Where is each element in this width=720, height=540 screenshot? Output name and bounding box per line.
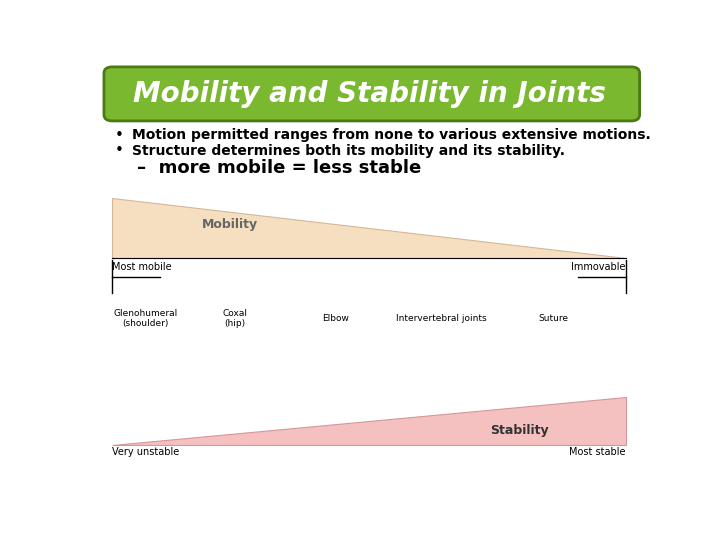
Text: Stability: Stability — [490, 424, 549, 437]
Text: Mobility: Mobility — [202, 218, 258, 231]
Text: Structure determines both its mobility and its stability.: Structure determines both its mobility a… — [132, 144, 565, 158]
Text: Suture: Suture — [538, 314, 568, 323]
Text: Immovable: Immovable — [571, 262, 626, 272]
Text: Very unstable: Very unstable — [112, 447, 179, 457]
Text: Motion permitted ranges from none to various extensive motions.: Motion permitted ranges from none to var… — [132, 129, 651, 143]
Text: Glenohumeral
(shoulder): Glenohumeral (shoulder) — [114, 309, 178, 328]
Text: Most mobile: Most mobile — [112, 262, 172, 272]
Text: Intervertebral joints: Intervertebral joints — [396, 314, 487, 323]
Text: •: • — [115, 128, 124, 143]
Text: Mobility and Stability in Joints: Mobility and Stability in Joints — [132, 80, 606, 108]
Polygon shape — [112, 198, 626, 258]
Text: Elbow: Elbow — [322, 314, 349, 323]
Polygon shape — [112, 397, 626, 446]
Text: •: • — [115, 144, 124, 158]
Text: Coxal
(hip): Coxal (hip) — [222, 309, 248, 328]
FancyBboxPatch shape — [104, 67, 639, 121]
Text: Most stable: Most stable — [570, 447, 626, 457]
Text: –  more mobile = less stable: – more mobile = less stable — [138, 159, 422, 177]
